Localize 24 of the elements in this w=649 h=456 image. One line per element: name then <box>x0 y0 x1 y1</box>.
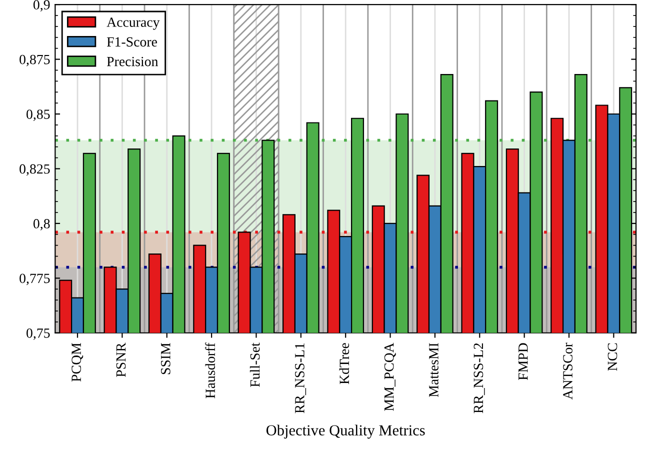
x-tick-label: SSIM <box>161 343 170 374</box>
y-tick-label: 0,775 <box>20 274 50 286</box>
x-tick-label: MM_PCQA <box>384 342 396 411</box>
y-tick-label: 0,85 <box>26 110 50 121</box>
legend-label: F1-Score <box>106 37 157 47</box>
x-axis-title: Objective Quality Metrics <box>266 424 425 439</box>
x-tick-label: FMPD <box>518 343 528 380</box>
x-tick-label: ANTSCor <box>563 342 572 400</box>
x-tick-label: Full-Set <box>250 342 260 387</box>
y-tick-label: 0,75 <box>26 328 50 340</box>
x-tick-label: PCQM <box>72 343 84 382</box>
y-tick-label: 0,825 <box>20 164 50 176</box>
y-tick-label: 0,9 <box>33 0 50 12</box>
x-tick-label: RR_NSS-L2 <box>474 343 485 414</box>
x-tick-label: Hausdorff <box>205 342 216 398</box>
x-tick-label: NCC <box>608 343 618 371</box>
legend-label: Accuracy <box>106 18 160 30</box>
x-tick-label: RR_NSS-L1 <box>295 343 306 414</box>
legend-label: Precision <box>106 56 158 66</box>
x-tick-label: MattesMI <box>429 343 438 397</box>
y-tick-label: 0,875 <box>20 54 50 66</box>
x-tick-label: PSNR <box>116 342 126 377</box>
y-tick-label: 0,8 <box>33 219 50 230</box>
x-tick-label: KdTree <box>339 343 350 384</box>
